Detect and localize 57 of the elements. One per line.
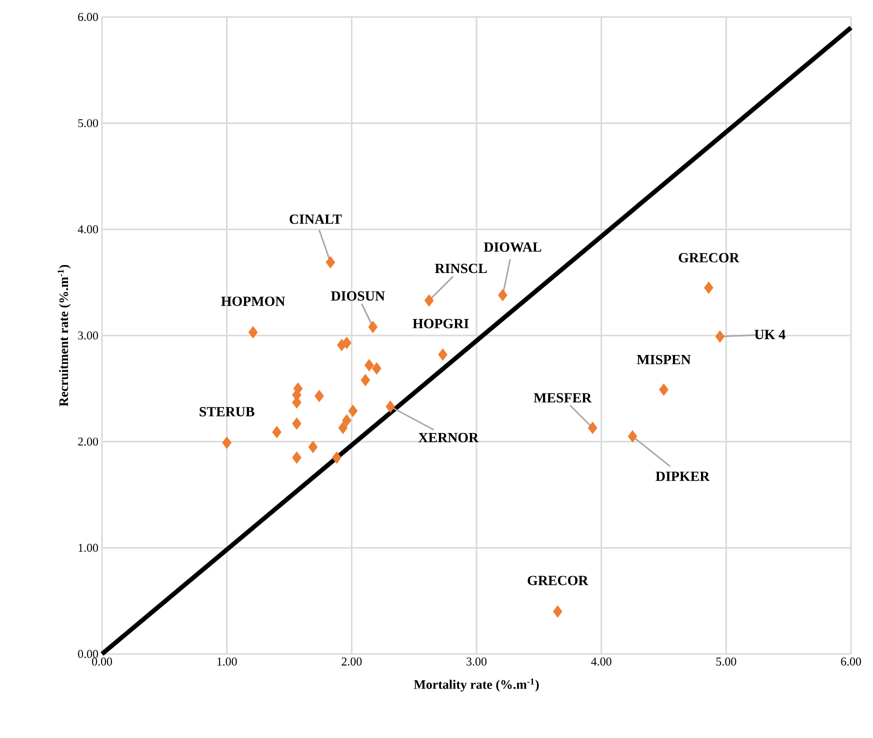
- annotation: GRECOR: [528, 576, 588, 586]
- y-tick-label: 5.00: [78, 119, 98, 128]
- point: [348, 404, 358, 418]
- x-tick-label: 0.00: [92, 658, 112, 666]
- annotation: HOPMON: [221, 296, 286, 306]
- point: [342, 414, 352, 427]
- x-tick-label: 6.00: [841, 658, 862, 666]
- annotation: DIPKER: [656, 472, 710, 481]
- x-tick-label: 2.00: [342, 658, 362, 666]
- point: [292, 417, 302, 430]
- point: [386, 400, 396, 413]
- point: [360, 374, 370, 386]
- y-tick-label: 1.00: [78, 544, 98, 552]
- point: [314, 390, 324, 402]
- point: [292, 451, 302, 464]
- annotation: UK 4: [754, 330, 786, 340]
- x-axis-title: Mortality rate (%.m$^{-1}$): [414, 678, 539, 692]
- point: [438, 348, 448, 361]
- point: [326, 256, 336, 268]
- y-tick-label: 0.00: [78, 650, 98, 658]
- point: [248, 326, 258, 338]
- x-tick-label: 1.00: [217, 658, 237, 666]
- point: [628, 430, 638, 443]
- annotation: MESFER: [534, 393, 592, 403]
- annotation: DIOSUN: [331, 291, 385, 301]
- point: [368, 320, 378, 334]
- annotation: MISPEN: [636, 354, 691, 364]
- point: [715, 330, 725, 343]
- annotation: CINALT: [290, 214, 342, 224]
- annotation: XERNOR: [418, 432, 479, 442]
- y-tick-label: 4.00: [78, 225, 98, 234]
- point: [342, 336, 352, 350]
- annotation: HOPGRI: [412, 318, 469, 328]
- x-tick-label: 3.00: [466, 658, 487, 666]
- y-tick-label: 2.00: [78, 438, 98, 446]
- point: [372, 362, 382, 375]
- point: [308, 440, 318, 454]
- annotation: DIOWAL: [484, 242, 542, 252]
- point: [659, 383, 668, 396]
- point: [498, 288, 508, 302]
- point: [272, 426, 282, 438]
- y-tick-label: 3.00: [78, 331, 98, 340]
- point: [588, 422, 598, 434]
- y-tick-label: 6.00: [78, 12, 98, 22]
- y-axis-title: Recruitment rate (%.m$^{-1}$): [58, 264, 71, 406]
- point: [704, 282, 714, 294]
- annotation: GRECOR: [678, 253, 740, 262]
- point: [338, 422, 348, 434]
- annotation: STERUB: [200, 407, 254, 416]
- point: [222, 436, 232, 449]
- point: [364, 359, 374, 372]
- point: [552, 605, 562, 618]
- point: [332, 451, 342, 464]
- x-tick-label: 5.00: [716, 658, 736, 666]
- x-tick-label: 4.00: [591, 658, 612, 666]
- annotation: RINSCL: [434, 264, 487, 274]
- point: [424, 294, 434, 307]
